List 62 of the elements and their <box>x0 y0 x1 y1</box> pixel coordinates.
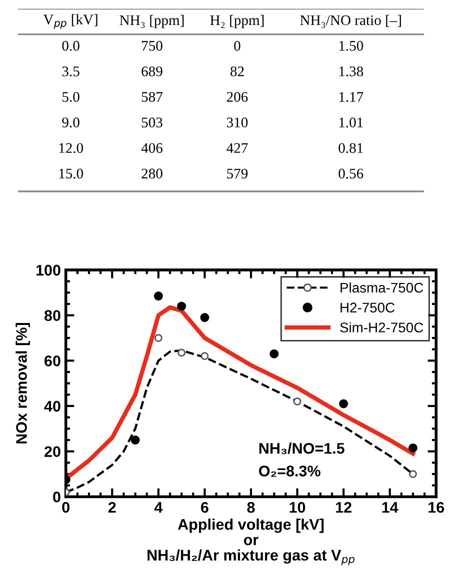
category-label: V$_{pp}$ [kV] <box>43 14 98 29</box>
category-label: NH₃/NO ratio [–] <box>300 14 401 28</box>
point <box>408 443 418 452</box>
text: 3.5 <box>62 66 80 76</box>
text: 82 <box>230 66 244 76</box>
point <box>339 399 348 408</box>
point <box>270 349 279 358</box>
text: 12.0 <box>59 143 84 154</box>
point <box>154 292 163 301</box>
point <box>409 470 417 478</box>
annotation: O₂=8.3% <box>259 466 320 477</box>
point <box>200 313 210 322</box>
text: 1.01 <box>339 118 363 128</box>
x-tick-label: 8 <box>247 502 255 513</box>
text: 9.0 <box>62 118 80 128</box>
text: 0 <box>234 40 240 51</box>
y-tick-label: 80 <box>44 310 60 321</box>
y-tick-label: 100 <box>36 264 60 276</box>
x-axis-title: Applied voltage [kV] or NH₃/H₂/Ar mixture gas at V$_{pp}$ <box>148 518 354 566</box>
point <box>293 398 302 406</box>
text: 427 <box>226 143 248 153</box>
text: 1.50 <box>339 40 364 51</box>
point <box>200 352 209 360</box>
x-tick-label: 12 <box>336 502 352 513</box>
text: 1.17 <box>339 92 364 102</box>
text: 0.81 <box>338 143 363 154</box>
y-tick-label: 60 <box>44 356 60 366</box>
category-label: H₂ [ppm] <box>210 14 264 28</box>
text: 406 <box>141 143 162 153</box>
text: 579 <box>227 168 248 179</box>
x-tick-label: 16 <box>428 502 444 513</box>
text: 1.38 <box>339 66 364 76</box>
x-tick-label: 6 <box>201 502 208 513</box>
text: 0.56 <box>338 168 364 179</box>
point <box>154 334 162 342</box>
point <box>177 302 186 311</box>
text: 750 <box>142 40 162 51</box>
text: 206 <box>226 92 248 102</box>
text: 0.0 <box>62 40 80 51</box>
y-tick-label: 0 <box>53 492 60 502</box>
point <box>178 348 186 357</box>
text: 689 <box>142 66 162 76</box>
y-tick-label: 40 <box>44 400 60 412</box>
x-tick-label: 14 <box>382 502 398 513</box>
text: 587 <box>142 92 163 102</box>
y-axis-title: NOx removal [%] <box>16 323 30 444</box>
category-label: NH₃ [ppm] <box>120 14 184 28</box>
legend-label: Plasma-750C <box>340 282 424 293</box>
text: 15.0 <box>59 168 84 179</box>
legend-label: Sim-H2-750C <box>340 322 424 332</box>
point <box>130 436 140 445</box>
annotation: NH₃/NO=1.5 <box>259 442 344 454</box>
text: 503 <box>142 118 162 128</box>
x-tick-label: 0 <box>62 502 70 513</box>
x-tick-label: 10 <box>290 502 306 513</box>
legend-label: H2-750C <box>340 302 395 313</box>
x-tick-label: 4 <box>154 502 163 513</box>
text: 310 <box>226 118 248 128</box>
x-tick-label: 2 <box>108 502 116 513</box>
y-tick-label: 20 <box>44 446 60 458</box>
text: 5.0 <box>62 92 80 102</box>
text: 280 <box>142 168 162 179</box>
